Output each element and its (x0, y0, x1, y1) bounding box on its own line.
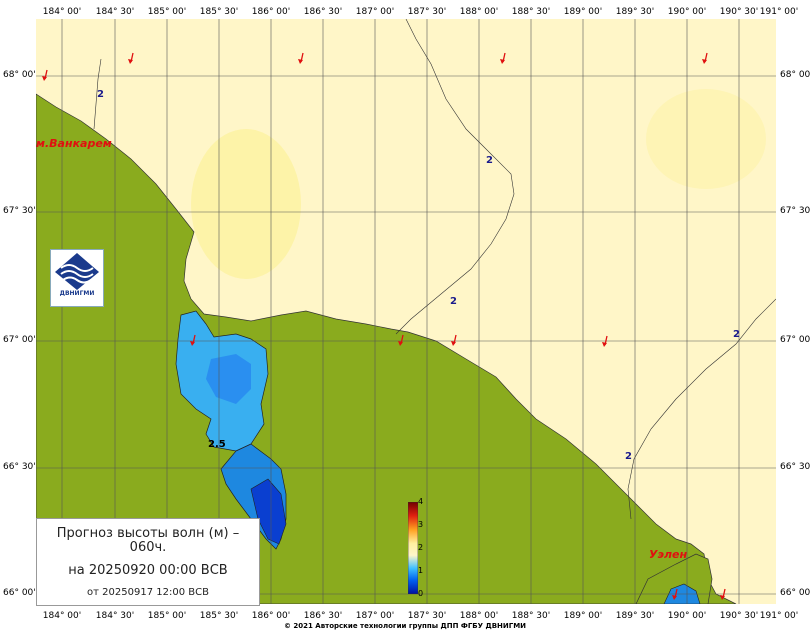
longitude-tick-label: 185° 30' (199, 7, 239, 17)
colorbar-label: 0 (418, 589, 424, 598)
longitude-tick-label: 188° 00' (459, 611, 499, 621)
longitude-tick-label: 187° 30' (407, 611, 447, 621)
contour-line-2m-west (93, 58, 102, 130)
contour-line-2m-east (627, 298, 776, 520)
forecast-valid-date: на 20250920 00:00 ВСВ (68, 563, 228, 578)
longitude-tick-label: 185° 00' (147, 7, 187, 17)
longitude-tick-label: 184° 00' (42, 611, 82, 621)
copyright: © 2021 Авторские технологии группы ДПП Ф… (283, 622, 527, 630)
colorbar-label: 3 (418, 520, 424, 529)
longitude-tick-label: 184° 00' (42, 7, 82, 17)
longitude-tick-label: 191° 00' (759, 611, 799, 621)
latitude-tick-label: 68° 00' (3, 70, 36, 80)
longitude-tick-label: 190° 00' (667, 7, 707, 17)
longitude-tick-label: 188° 30' (511, 7, 551, 17)
longitude-tick-label: 186° 30' (303, 7, 343, 17)
longitude-tick-label: 189° 00' (563, 611, 603, 621)
longitude-tick-label: 188° 00' (459, 7, 499, 17)
latitude-tick-label: 66° 30' (780, 462, 810, 472)
longitude-tick-label: 184° 30' (95, 7, 135, 17)
longitude-tick-label: 189° 30' (615, 7, 655, 17)
longitude-tick-label: 184° 30' (95, 611, 135, 621)
latitude-tick-label: 67° 30' (780, 206, 810, 216)
longitude-tick-label: 186° 00' (251, 611, 291, 621)
latitude-tick-label: 66° 30' (3, 462, 36, 472)
contour-label: 2 (450, 296, 457, 307)
contour-label: 2 (625, 451, 632, 462)
sea-patch (191, 129, 301, 279)
contour-label: 2 (97, 89, 104, 100)
longitude-tick-label: 186° 30' (303, 611, 343, 621)
latitude-tick-label: 67° 00' (3, 335, 36, 345)
colorbar-label: 4 (418, 497, 424, 506)
forecast-issued-date: от 20250917 12:00 ВСВ (87, 587, 209, 598)
latitude-tick-label: 66° 00' (3, 588, 36, 598)
forecast-title: Прогноз высоты волн (м) – 060ч. (56, 526, 240, 555)
longitude-tick-label: 185° 00' (147, 611, 187, 621)
longitude-tick-label: 190° 30' (719, 611, 759, 621)
latitude-tick-label: 68° 00' (780, 70, 810, 80)
longitude-tick-label: 190° 00' (667, 611, 707, 621)
place-vankarem: м.Ванкарем (36, 137, 112, 150)
latitude-tick-label: 67° 00' (780, 335, 810, 345)
longitude-tick-label: 187° 00' (355, 7, 395, 17)
wave-height-map (36, 19, 776, 604)
contour-line-2m (395, 19, 515, 335)
latitude-tick-label: 66° 00' (780, 588, 810, 598)
place-uelen: Уэлен (649, 548, 688, 561)
longitude-tick-label: 186° 00' (251, 7, 291, 17)
longitude-tick-label: 187° 00' (355, 611, 395, 621)
colorbar (408, 502, 418, 594)
longitude-tick-label: 188° 30' (511, 611, 551, 621)
colorbar-label: 1 (418, 566, 424, 575)
colorbar-label: 2 (418, 543, 424, 552)
lagoon-mid-patch (206, 354, 251, 404)
sea-patch-east (646, 89, 766, 189)
longitude-tick-label: 189° 30' (615, 611, 655, 621)
longitude-tick-label: 187° 30' (407, 7, 447, 17)
forecast-legend: Прогноз высоты волн (м) – 060ч. на 20250… (36, 518, 260, 606)
longitude-tick-label: 190° 30' (719, 7, 759, 17)
logo-text: ДВНИГМИ (59, 290, 95, 297)
contour-label: 2 (733, 329, 740, 340)
contour-label: 2.5 (208, 439, 226, 450)
longitude-tick-label: 189° 00' (563, 7, 603, 17)
longitude-tick-label: 185° 30' (199, 611, 239, 621)
contour-label: 2 (486, 155, 493, 166)
land-area (36, 93, 737, 604)
longitude-tick-label: 191° 00' (759, 7, 799, 17)
latitude-tick-label: 67° 30' (3, 206, 36, 216)
institute-logo: ДВНИГМИ (50, 249, 104, 307)
